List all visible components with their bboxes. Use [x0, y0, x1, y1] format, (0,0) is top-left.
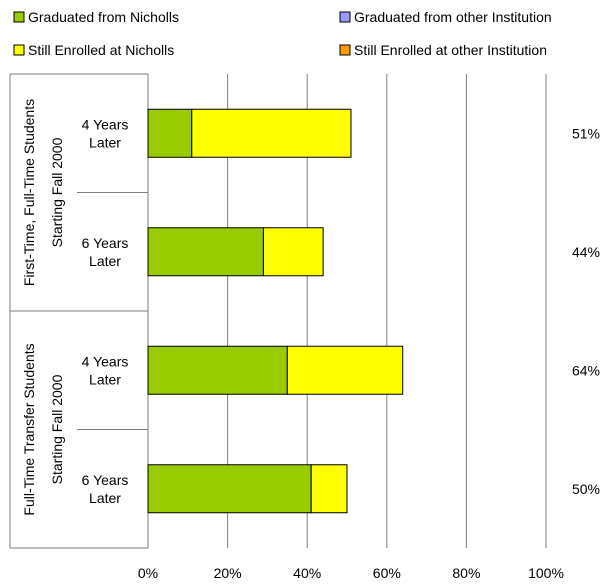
category-label-0-line2: Later	[89, 134, 121, 150]
total-label-0: 51%	[572, 125, 600, 141]
x-tick-label-4: 80%	[452, 565, 480, 581]
legend-swatch-nicholls_enrolled	[13, 44, 25, 56]
category-labels: First-Time, Full-Time Students Starting F…	[21, 99, 128, 516]
bar-nicholls_enrolled-0	[191, 108, 352, 158]
category-label-2-line1: 4 Years	[82, 353, 129, 369]
group-sublabel-0: Starting Fall 2000	[49, 137, 65, 247]
category-label-0-line1: 4 Years	[82, 116, 129, 132]
x-tick-label-2: 40%	[293, 565, 321, 581]
legend-label-other_enrolled: Still Enrolled at other Institution	[354, 42, 547, 58]
x-tick-label-5: 100%	[528, 565, 564, 581]
legend-swatch-other_enrolled	[339, 44, 351, 56]
group-label-0: First-Time, Full-Time Students	[21, 99, 37, 286]
legend: Graduated from Nicholls Graduated from ot…	[13, 9, 552, 58]
legend-swatch-other_grad	[339, 11, 351, 23]
legend-swatch-nicholls_grad	[13, 11, 25, 23]
category-label-3-line2: Later	[89, 490, 121, 506]
bar-nicholls_enrolled-2	[286, 345, 404, 395]
x-tick-label-1: 20%	[214, 565, 242, 581]
total-label-2: 64%	[572, 362, 600, 378]
legend-label-nicholls_grad: Graduated from Nicholls	[28, 9, 179, 25]
bar-nicholls_enrolled-1	[262, 227, 324, 277]
bar-nicholls_grad-3	[147, 464, 312, 514]
category-label-1-line1: 6 Years	[82, 235, 129, 251]
bar-nicholls_grad-2	[147, 345, 288, 395]
bar-nicholls_grad-1	[147, 227, 264, 277]
x-tick-labels: 0% 20% 40% 60% 80% 100%	[138, 565, 564, 581]
total-label-3: 50%	[572, 481, 600, 497]
bar-nicholls_grad-0	[147, 108, 193, 158]
group-label-1: Full-Time Transfer Students	[21, 343, 37, 515]
bar-nicholls_enrolled-3	[310, 464, 348, 514]
legend-label-nicholls_enrolled: Still Enrolled at Nicholls	[28, 42, 174, 58]
x-tick-label-3: 60%	[373, 565, 401, 581]
legend-label-other_grad: Graduated from other Institution	[354, 9, 552, 25]
group-sublabel-1: Starting Fall 2000	[49, 374, 65, 484]
category-label-3-line1: 6 Years	[82, 472, 129, 488]
x-tick-label-0: 0%	[138, 565, 158, 581]
category-label-2-line2: Later	[89, 371, 121, 387]
category-label-1-line2: Later	[89, 253, 121, 269]
total-labels: 51% 44% 64% 50%	[572, 125, 600, 497]
total-label-1: 44%	[572, 244, 600, 260]
bars	[147, 108, 404, 514]
